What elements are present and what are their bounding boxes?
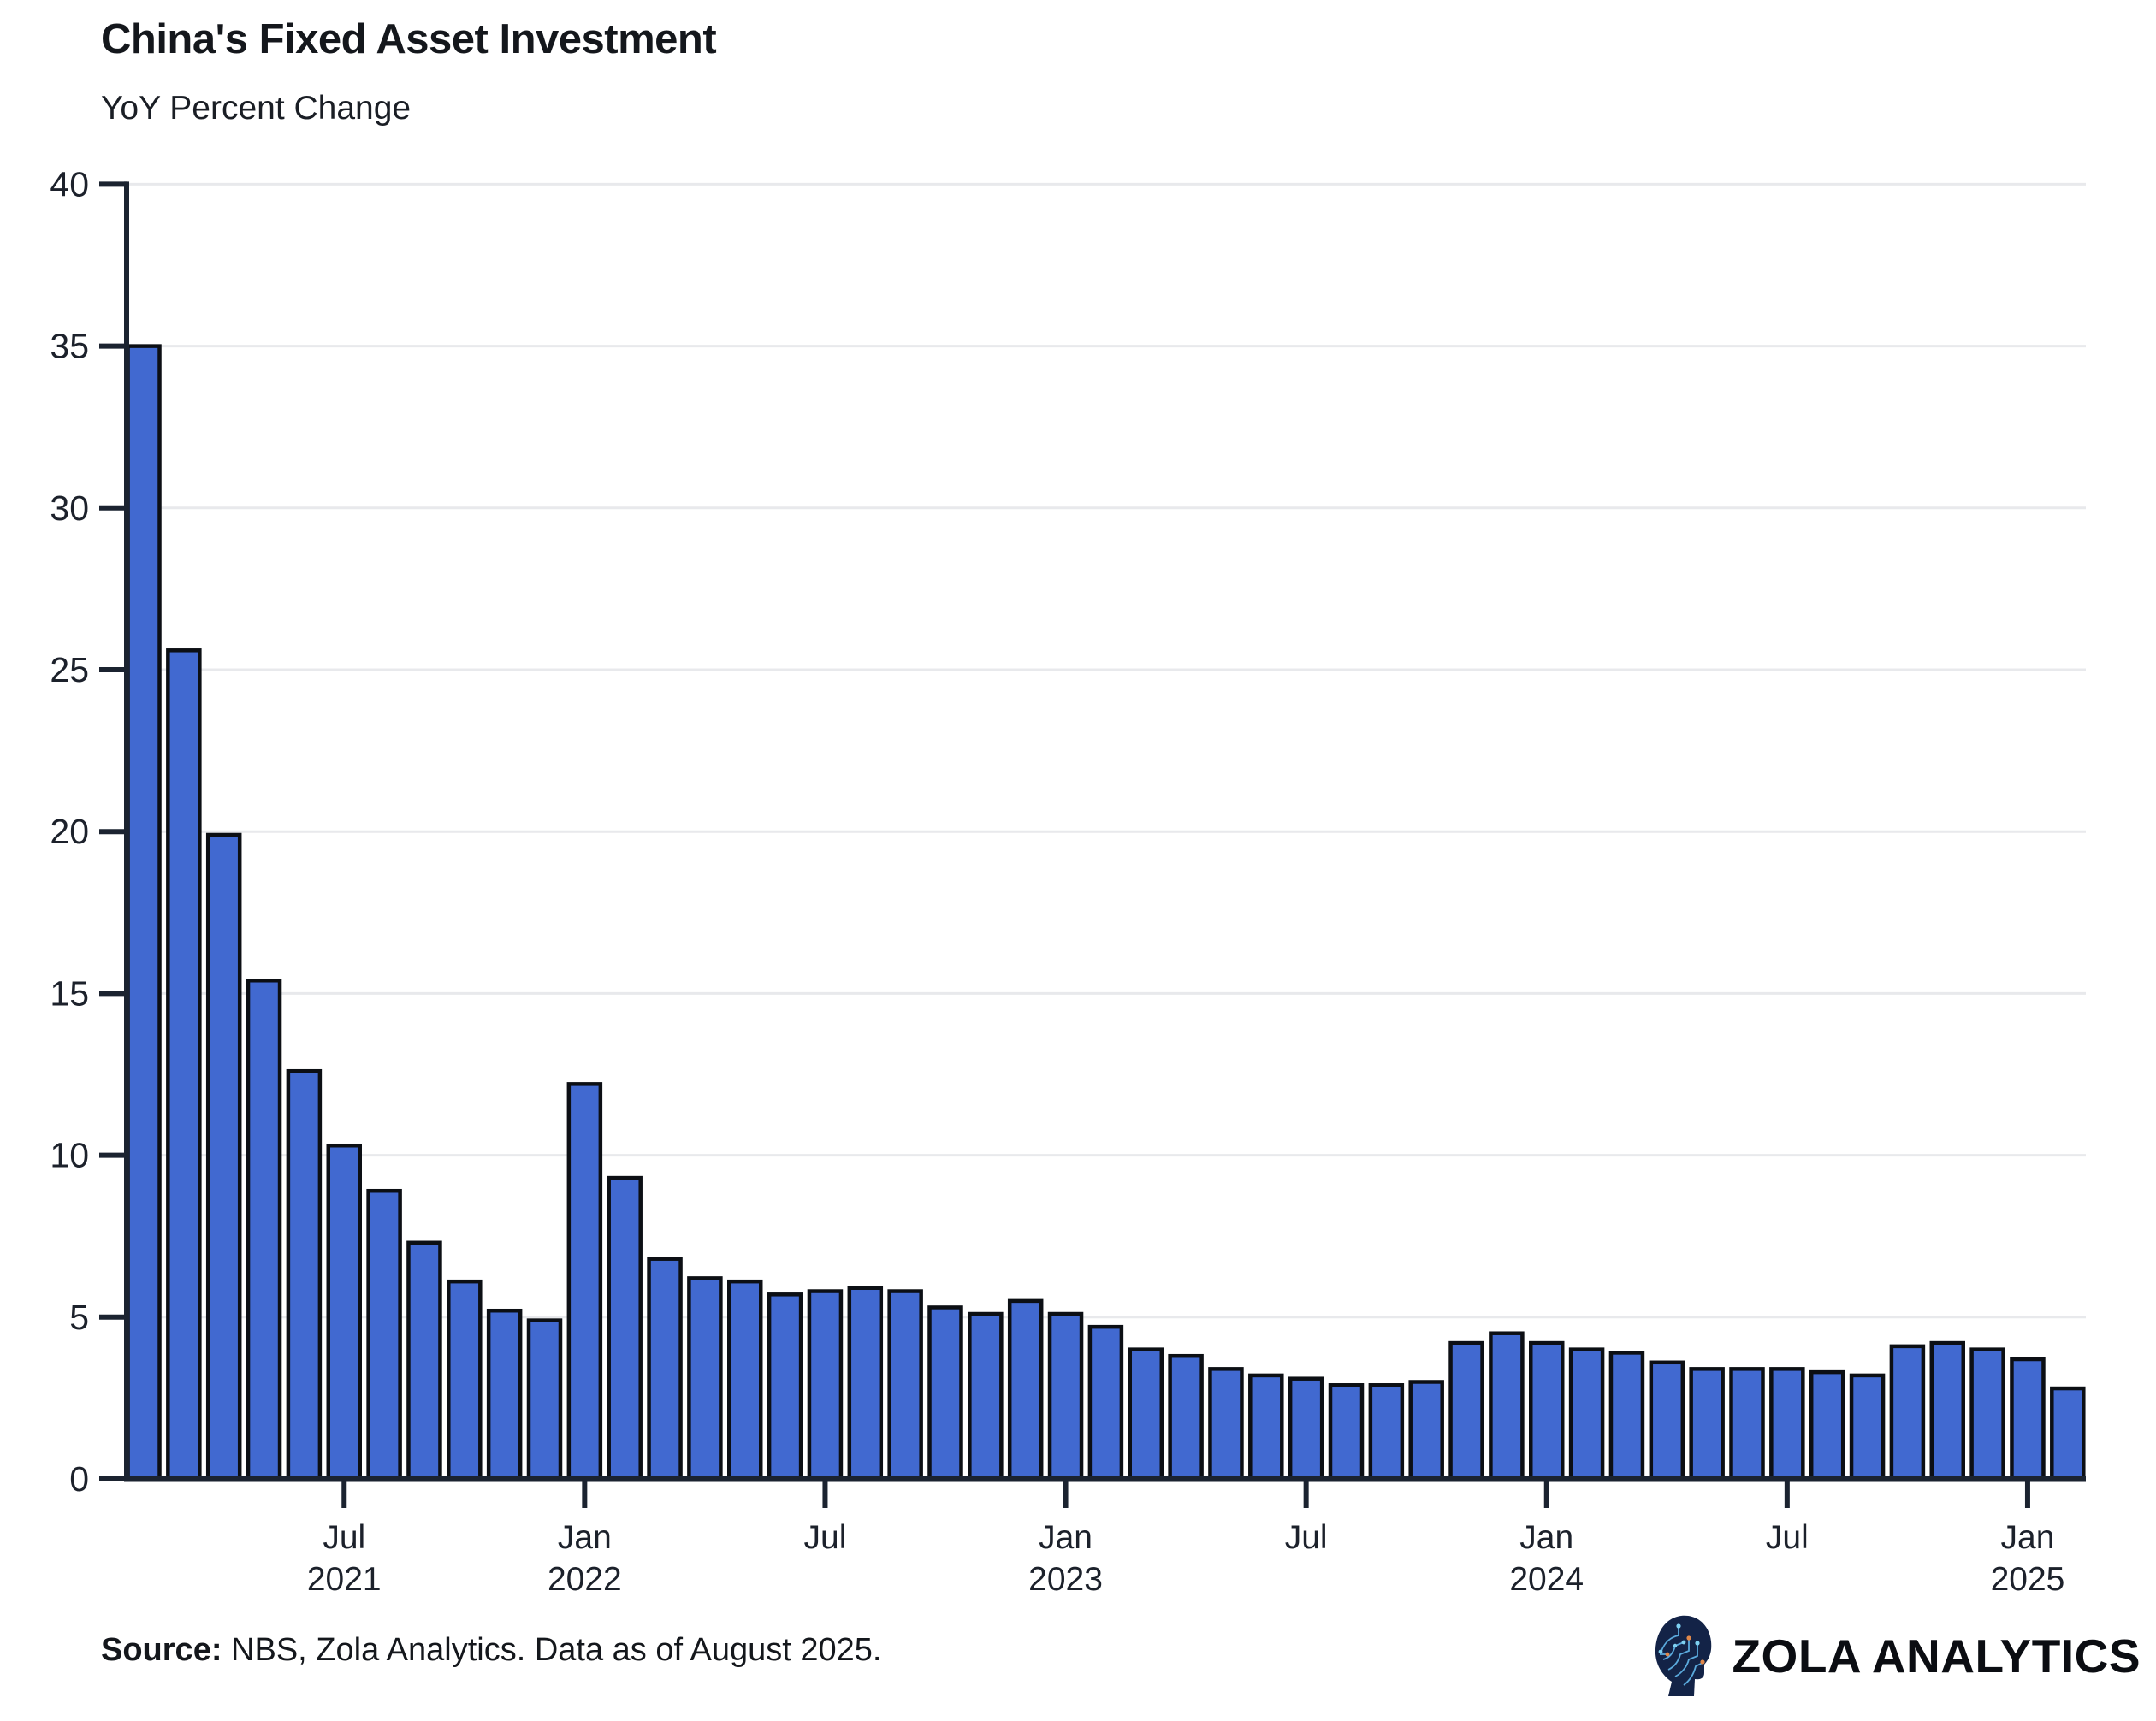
bar [246,979,282,1481]
bar [1168,1353,1204,1481]
x-tick-label-month: Jul [323,1519,365,1556]
bar [1087,1324,1124,1481]
y-tick-label: 0 [69,1459,89,1499]
head-silhouette [1656,1615,1712,1696]
bar [366,1188,402,1481]
bar [1288,1376,1324,1481]
bar [1047,1311,1084,1481]
bar [205,832,242,1481]
bar [767,1292,803,1481]
bar [1128,1347,1164,1481]
bar [326,1143,362,1481]
bar [166,648,202,1481]
chart-subtitle: YoY Percent Change [101,90,412,127]
y-tick-label: 25 [50,650,89,689]
x-tick-label-month: Jul [804,1519,847,1556]
bar [1608,1351,1645,1481]
x-tick-label-year: 2024 [1509,1561,1584,1598]
x-tick-label-month: Jan [1039,1519,1093,1556]
bar [647,1257,683,1481]
x-tick-label-month: Jul [1285,1519,1328,1556]
bar [968,1311,1004,1481]
bar [927,1305,963,1481]
bar [687,1276,723,1481]
x-tick-label-year: 2023 [1028,1561,1103,1598]
y-tick-label: 10 [50,1136,89,1175]
source-line: Source: NBS, Zola Analytics. Data as of … [101,1632,881,1669]
bar [1208,1367,1244,1481]
brand-lockup: ZOLA ANALYTICS [1650,1613,2141,1699]
bar [1529,1340,1565,1481]
y-tick-label: 40 [50,164,89,204]
y-tick-label: 30 [50,488,89,528]
circuit-head-icon [1656,1615,1712,1696]
bar [2010,1357,2046,1481]
y-tick-label: 5 [69,1298,89,1337]
bar [1649,1360,1685,1481]
source-label: Source: [101,1632,222,1668]
chart-title: China's Fixed Asset Investment [101,16,717,62]
x-tick-label-month: Jan [2001,1519,2055,1556]
bar [286,1068,323,1481]
circuit-dots [1659,1623,1706,1665]
bar [1448,1340,1484,1481]
bar [1328,1383,1365,1481]
brand-name: ZOLA ANALYTICS [1732,1629,2141,1683]
y-tick-label: 20 [50,812,89,851]
bar [727,1279,763,1481]
bar [1408,1380,1444,1481]
bar [607,1175,643,1481]
x-tick-label-month: Jan [558,1519,612,1556]
x-tick-label-year: 2021 [307,1561,382,1598]
bar [1969,1347,2005,1481]
bar [1368,1383,1405,1481]
bar [887,1289,923,1481]
bar [847,1286,884,1481]
bar [1809,1369,1845,1481]
x-tick-label-month: Jan [1519,1519,1573,1556]
bar [566,1082,603,1481]
bar [526,1318,563,1481]
bar [486,1308,523,1481]
bar [1769,1367,1805,1481]
x-tick-label-year: 2022 [548,1561,622,1598]
bar [1689,1367,1725,1481]
bar [1849,1373,1886,1481]
bar [1007,1298,1044,1481]
bar [126,344,162,1481]
bar [1889,1344,1926,1481]
bar [1729,1367,1765,1481]
bar [807,1289,844,1481]
x-tick-label-year: 2025 [1991,1561,2065,1598]
y-tick-label: 35 [50,327,89,366]
x-tick-label-month: Jul [1766,1519,1809,1556]
source-text: NBS, Zola Analytics. Data as of August 2… [222,1632,882,1668]
bar [447,1279,483,1481]
bar [406,1240,442,1481]
bar [1929,1340,1965,1481]
bar [2050,1386,2086,1481]
bar [1489,1331,1525,1481]
y-tick-label: 15 [50,973,89,1013]
bar [1568,1347,1605,1481]
bar [1248,1373,1284,1481]
